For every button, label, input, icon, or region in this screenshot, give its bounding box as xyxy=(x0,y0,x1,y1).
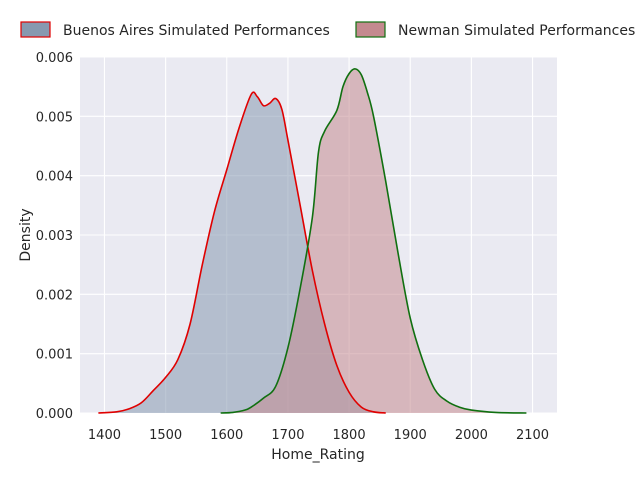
density-areas xyxy=(98,68,527,414)
x-tick-label: 1700 xyxy=(271,428,304,443)
x-axis-label: Home_Rating xyxy=(271,447,364,463)
x-tick-label: 2100 xyxy=(516,428,549,443)
x-tick-label: 2000 xyxy=(455,428,488,443)
density-line-newman xyxy=(220,68,527,414)
x-tick-label: 1600 xyxy=(210,428,243,443)
y-tick-label: 0.006 xyxy=(36,51,73,66)
density-line-buenos-aires xyxy=(98,91,386,414)
legend-label-newman: Newman Simulated Performances xyxy=(398,23,635,39)
y-tick-label: 0.001 xyxy=(36,348,73,363)
y-axis-ticks: 0.000 0.001 0.002 0.003 0.004 0.005 0.006 xyxy=(36,51,73,422)
y-tick-label: 0.004 xyxy=(36,170,73,185)
y-tick-label: 0.005 xyxy=(36,110,73,125)
x-tick-label: 1900 xyxy=(394,428,427,443)
legend-swatch-buenos-aires xyxy=(20,21,51,38)
x-axis-ticks: 1400 1500 1600 1700 1800 1900 2000 2100 xyxy=(88,428,549,443)
y-tick-label: 0.002 xyxy=(36,288,73,303)
y-tick-label: 0.003 xyxy=(36,229,73,244)
y-tick-label: 0.000 xyxy=(36,407,73,422)
y-axis-label: Density xyxy=(18,208,34,261)
x-tick-label: 1800 xyxy=(333,428,366,443)
x-tick-label: 1500 xyxy=(149,428,182,443)
legend-swatch-newman xyxy=(355,21,386,38)
x-tick-label: 1400 xyxy=(88,428,121,443)
legend-label-buenos-aires: Buenos Aires Simulated Performances xyxy=(63,23,330,39)
density-area-newman xyxy=(220,68,527,413)
legend: Buenos Aires Simulated Performances Newm… xyxy=(20,21,635,39)
